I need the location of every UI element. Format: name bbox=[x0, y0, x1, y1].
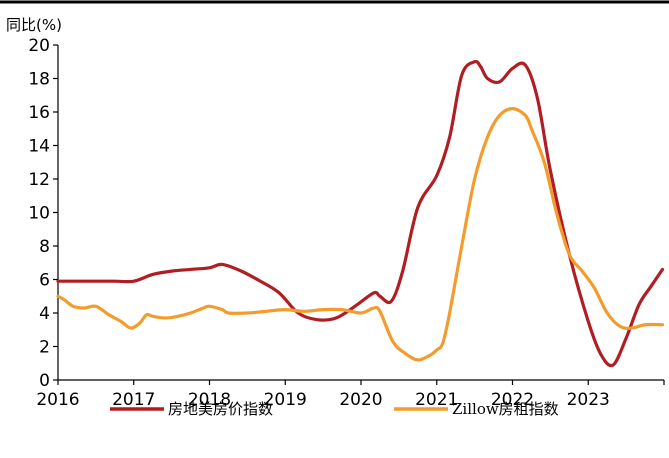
x-axis: 2016 2017 2018 2019 2020 2021 2022 2023 bbox=[36, 379, 665, 410]
x-tick-label: 2021 bbox=[415, 390, 458, 410]
x-tick-label: 2016 bbox=[36, 390, 79, 410]
x-tick-label: 2022 bbox=[491, 390, 534, 410]
y-tick-label: 4 bbox=[39, 304, 50, 324]
series-line-freddie-mac-hpi bbox=[56, 59, 665, 368]
legend: 房地美房价指数 Zillow房租指数 bbox=[110, 400, 559, 418]
y-tick-label: 8 bbox=[39, 237, 50, 257]
x-tick-label: 2017 bbox=[112, 390, 155, 410]
y-tick-label: 18 bbox=[28, 70, 50, 90]
y-tick-label: 2 bbox=[39, 338, 50, 358]
series-line-zillow-rent-index bbox=[56, 107, 665, 362]
y-axis: 0 2 4 6 8 10 12 14 16 18 20 bbox=[28, 36, 59, 391]
y-tick-label: 20 bbox=[28, 36, 50, 56]
y-tick-label: 14 bbox=[28, 137, 50, 157]
y-tick-label: 6 bbox=[39, 271, 50, 291]
y-tick-label: 12 bbox=[28, 170, 50, 190]
x-tick-label: 2019 bbox=[264, 390, 307, 410]
x-tick-label: 2018 bbox=[188, 390, 231, 410]
y-tick-label: 10 bbox=[28, 204, 50, 224]
y-tick-label: 0 bbox=[39, 371, 50, 391]
y-tick-label: 16 bbox=[28, 103, 50, 123]
legend-label-zillow-rent-index: Zillow房租指数 bbox=[452, 400, 559, 418]
x-tick-label: 2023 bbox=[567, 390, 610, 410]
series-layer bbox=[56, 59, 665, 368]
y-axis-unit-label: 同比(%) bbox=[6, 16, 62, 34]
legend-label-freddie-mac-hpi: 房地美房价指数 bbox=[168, 400, 273, 418]
x-tick-label: 2020 bbox=[339, 390, 382, 410]
